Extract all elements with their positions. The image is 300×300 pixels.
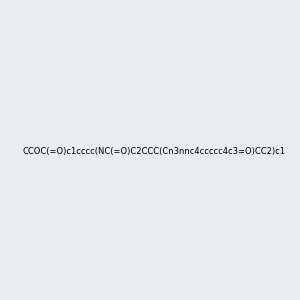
Text: CCOC(=O)c1cccc(NC(=O)C2CCC(Cn3nnc4ccccc4c3=O)CC2)c1: CCOC(=O)c1cccc(NC(=O)C2CCC(Cn3nnc4ccccc4… — [22, 147, 285, 156]
